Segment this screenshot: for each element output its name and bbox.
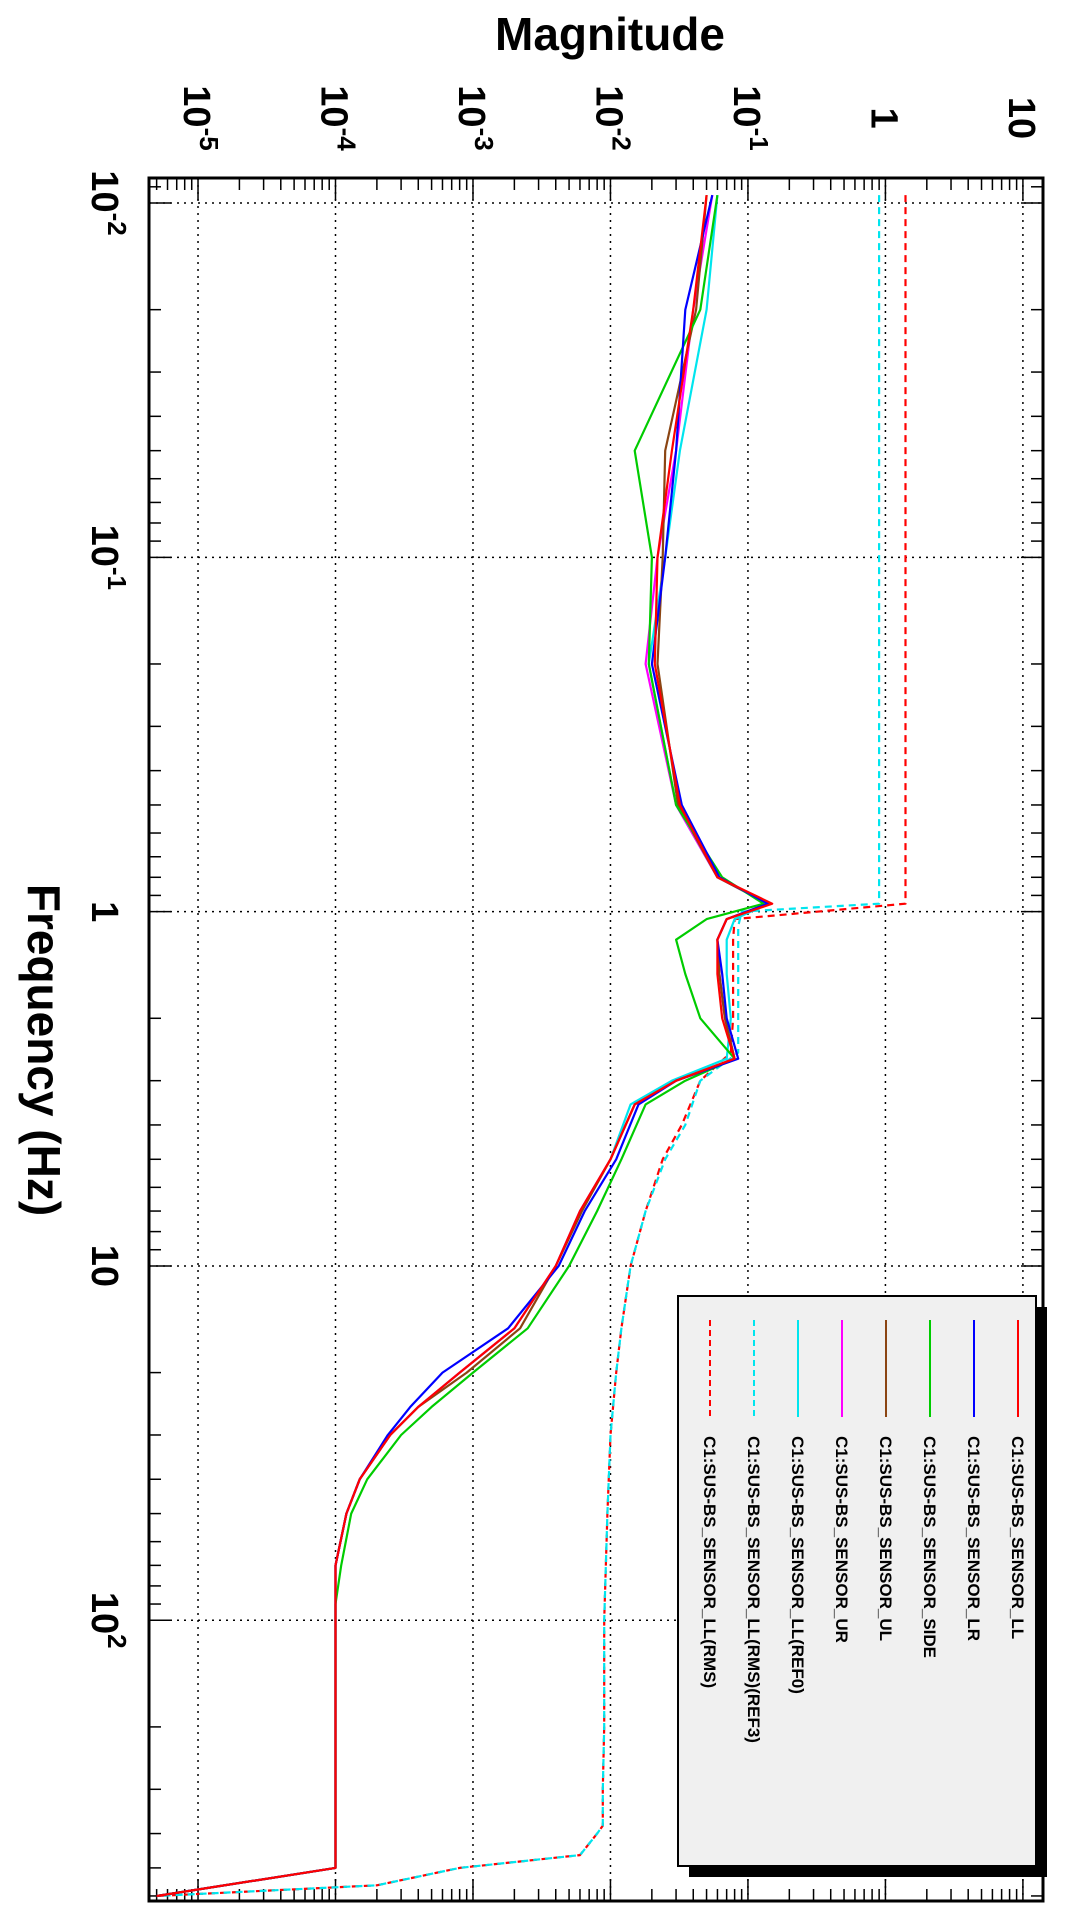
x-tick-label-base: 10 — [83, 525, 125, 567]
x-tick-label-base: 10 — [83, 1245, 125, 1287]
y-tick-label-base: 10 — [1000, 97, 1042, 139]
y-tick-label: 10-5 — [175, 85, 224, 150]
y-tick-label-exponent: -3 — [469, 128, 499, 151]
x-tick-label-exponent: -1 — [102, 567, 132, 590]
x-tick-label-base: 1 — [83, 901, 125, 922]
tick-layer — [149, 178, 1043, 1901]
legend-label: C1:SUS-BS_SENSOR_SIDE — [920, 1436, 939, 1658]
y-tick-label-exponent: -4 — [332, 128, 362, 152]
plot-frame — [147, 176, 1045, 1903]
legend-label: C1:SUS-BS_SENSOR_LL — [1008, 1436, 1027, 1639]
x-tick-label: 10 — [83, 1245, 125, 1287]
grid-layer — [149, 178, 1043, 1901]
y-tick-label: 10 — [1000, 97, 1042, 139]
y-tick-label-base: 10 — [587, 85, 629, 127]
series-line — [156, 195, 881, 1898]
x-axis-title: Frequency (Hz) — [18, 884, 70, 1216]
y-tick-label-base: 10 — [175, 85, 217, 127]
y-tick-label: 10-1 — [725, 85, 774, 150]
legend-label: C1:SUS-BS_SENSOR_LR — [964, 1436, 983, 1641]
legend-label: C1:SUS-BS_SENSOR_LL(RMS) — [700, 1436, 719, 1688]
y-tick-label-base: 10 — [450, 85, 492, 127]
legend-entries: C1:SUS-BS_SENSOR_LL C1:SUS-BS_SENSOR_LR C1… — [700, 1320, 1027, 1743]
y-tick-label-exponent: -1 — [744, 128, 774, 151]
x-tick-label-base: 10 — [83, 1592, 125, 1634]
x-tick-label: 10-1 — [83, 525, 132, 590]
y-tick-label: 1 — [862, 107, 904, 128]
y-tick-label: 10-3 — [450, 85, 499, 150]
legend-label: C1:SUS-BS_SENSOR_UR — [832, 1436, 851, 1643]
y-tick-label: 10-4 — [313, 85, 362, 151]
y-tick-label-base: 1 — [862, 107, 904, 128]
y-tick-label-exponent: -2 — [606, 128, 636, 151]
legend-label: C1:SUS-BS_SENSOR_LL(REF0) — [788, 1436, 807, 1694]
y-tick-label: 10-2 — [587, 85, 636, 150]
series-line — [156, 194, 774, 1898]
y-tick-label-base: 10 — [313, 85, 355, 127]
x-tick-label: 1 — [83, 901, 125, 922]
legend-label: C1:SUS-BS_SENSOR_UL — [876, 1436, 895, 1641]
x-tick-label-base: 10 — [83, 170, 125, 212]
y-tick-label-base: 10 — [725, 85, 767, 127]
y-tick-label-exponent: -5 — [194, 128, 224, 151]
legend-label: C1:SUS-BS_SENSOR_LL(RMS)(REF3) — [744, 1436, 763, 1743]
x-tick-label: 10-2 — [83, 170, 132, 235]
series-layer — [156, 194, 907, 1898]
x-tick-label: 102 — [83, 1592, 132, 1649]
y-axis-title: Magnitude — [495, 8, 725, 60]
x-tick-label-exponent: 2 — [102, 1634, 132, 1648]
x-tick-label-exponent: -2 — [102, 213, 132, 236]
legend-box — [677, 1295, 1037, 1867]
legend: C1:SUS-BS_SENSOR_LL C1:SUS-BS_SENSOR_LR C1… — [677, 1295, 1047, 1877]
